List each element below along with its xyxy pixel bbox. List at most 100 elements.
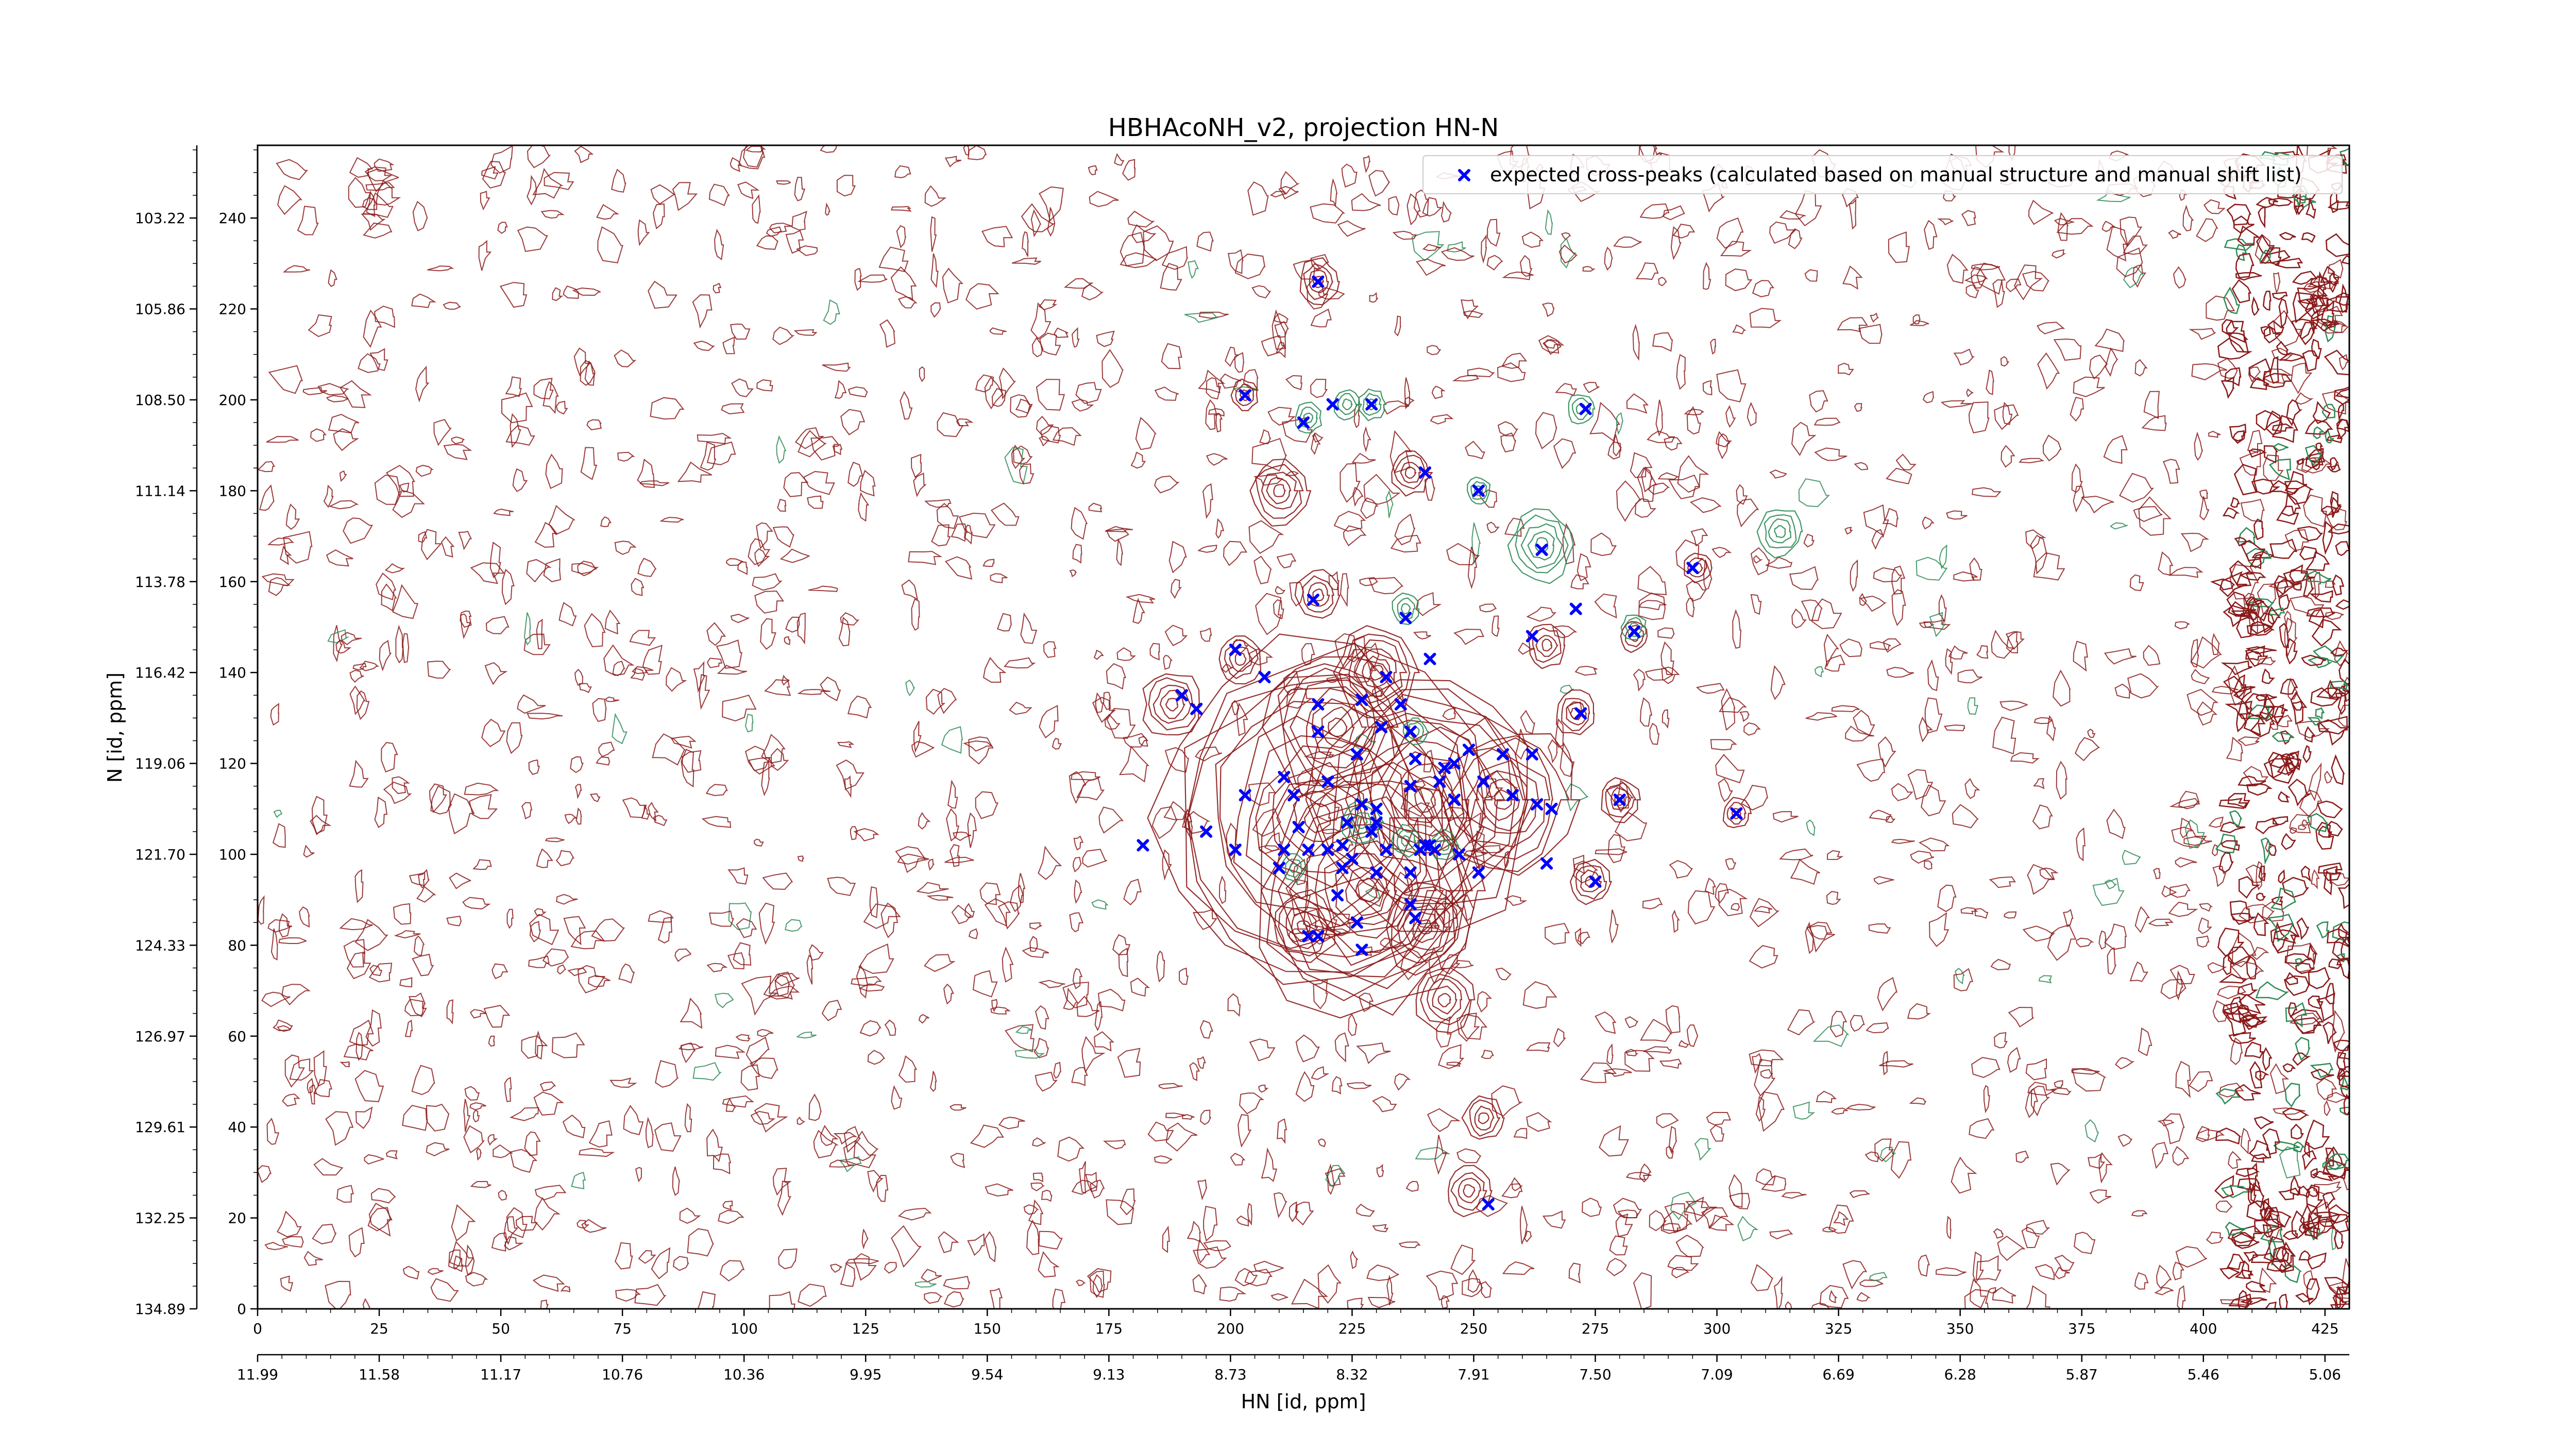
noise-contour — [1029, 936, 1038, 952]
marker-cross — [1365, 825, 1378, 838]
noise-contour — [2285, 751, 2300, 770]
noise-contour — [876, 1174, 889, 1202]
positive-peak-contour — [1354, 648, 1397, 697]
noise-contour — [1886, 467, 1912, 484]
expected-peak-marker — [1336, 862, 1349, 874]
noise-contour — [796, 1117, 806, 1125]
noise-contour — [1230, 1153, 1246, 1166]
noise-contour — [2333, 386, 2349, 405]
noise-contour — [2276, 341, 2289, 356]
noise-contour — [1481, 1281, 1493, 1299]
positive-peak-contour — [1722, 797, 1752, 829]
noise-contour — [1193, 909, 1217, 930]
noise-contour — [2189, 1071, 2213, 1092]
noise-contour — [2251, 947, 2269, 961]
marker-cross — [1423, 652, 1436, 665]
noise-contour — [1069, 771, 1087, 804]
noise-contour — [1106, 1199, 1134, 1225]
noise-contour — [2317, 862, 2343, 874]
noise-contour — [2244, 1041, 2264, 1059]
noise-contour — [697, 1291, 716, 1309]
noise-contour — [2001, 445, 2015, 468]
noise-contour — [2025, 1088, 2039, 1118]
noise-contour — [1997, 1235, 2026, 1261]
noise-contour — [1340, 573, 1349, 608]
noise-contour — [1616, 480, 1641, 522]
y-tick-label: 140 — [219, 664, 246, 681]
noise-contour — [355, 1032, 363, 1061]
positive-peak-contour — [1266, 477, 1292, 504]
noise-contour — [2301, 819, 2309, 826]
noise-contour — [1415, 1147, 1451, 1160]
noise-contour — [2263, 445, 2279, 464]
negative-peak-contour — [1470, 481, 1488, 500]
noise-contour — [1545, 923, 1570, 945]
marker-cross — [1574, 707, 1587, 720]
noise-contour — [1561, 232, 1571, 241]
noise-contour — [1721, 688, 1736, 731]
expected-peak-marker — [1423, 652, 1436, 665]
noise-contour — [776, 435, 787, 464]
noise-contour — [1715, 754, 1745, 784]
noise-contour — [1732, 324, 1747, 335]
noise-contour — [365, 182, 395, 191]
noise-contour — [430, 785, 452, 815]
noise-contour — [346, 951, 371, 980]
noise-contour — [1649, 722, 1660, 745]
noise-contour — [2313, 426, 2325, 440]
noise-contour — [1052, 427, 1082, 446]
noise-contour — [1311, 1066, 1330, 1080]
noise-contour — [1657, 472, 1679, 480]
expected-peak-marker — [1419, 466, 1432, 479]
noise-contour — [480, 190, 490, 211]
noise-contour — [2247, 430, 2263, 454]
noise-contour — [1765, 557, 1793, 569]
noise-contour — [335, 639, 352, 654]
noise-contour — [2221, 376, 2235, 399]
noise-contour — [2310, 1063, 2334, 1078]
noise-contour — [652, 733, 686, 766]
noise-contour — [1535, 412, 1557, 450]
noise-contour — [1252, 808, 1281, 837]
noise-contour — [1831, 705, 1860, 712]
noise-contour — [1604, 246, 1613, 271]
noise-contour — [1838, 363, 1854, 376]
x-axis-ppm-ticks: 11.99 11.58 11.17 10.76 10.36 9.95 9.54 9.13 8.7… — [237, 1354, 2349, 1383]
noise-contour — [2223, 287, 2241, 314]
positive-peak-contour — [1437, 992, 1451, 1007]
noise-contour — [1632, 324, 1640, 361]
noise-contour — [1272, 309, 1286, 350]
noise-contour — [476, 1148, 482, 1161]
noise-contour — [1411, 231, 1445, 262]
negative-peak-contour — [1571, 397, 1591, 420]
noise-contour — [463, 1125, 485, 1154]
noise-contour — [979, 882, 1001, 905]
noise-contour — [2290, 827, 2297, 834]
noise-contour — [349, 669, 364, 683]
noise-contour — [1577, 553, 1591, 582]
noise-contour — [2307, 813, 2328, 832]
y-axis-ppm-ticks: 134.89132.25129.61126.97124.33121.70119.… — [135, 145, 198, 1318]
noise-contour — [527, 175, 537, 206]
noise-contour — [451, 1204, 476, 1242]
noise-contour — [738, 145, 766, 170]
negative-peak-contour — [1397, 597, 1416, 620]
noise-contour — [1883, 638, 1902, 653]
noise-contour — [1670, 1191, 1697, 1220]
noise-contour — [2309, 590, 2333, 603]
noise-contour — [2330, 647, 2349, 656]
noise-contour — [2028, 199, 2054, 225]
noise-contour — [1258, 1084, 1269, 1093]
noise-contour — [1184, 312, 1219, 323]
noise-contour — [2232, 430, 2245, 442]
noise-contour — [1487, 218, 1501, 247]
noise-contour — [1729, 1193, 1751, 1209]
noise-contour — [2258, 206, 2266, 229]
noise-contour — [2098, 930, 2107, 950]
noise-contour — [2322, 520, 2333, 555]
noise-contour — [280, 1275, 294, 1292]
noise-contour — [2327, 523, 2349, 535]
marker-cross — [1453, 848, 1466, 861]
noise-contour — [1910, 320, 1929, 326]
noise-contour — [1161, 246, 1189, 270]
